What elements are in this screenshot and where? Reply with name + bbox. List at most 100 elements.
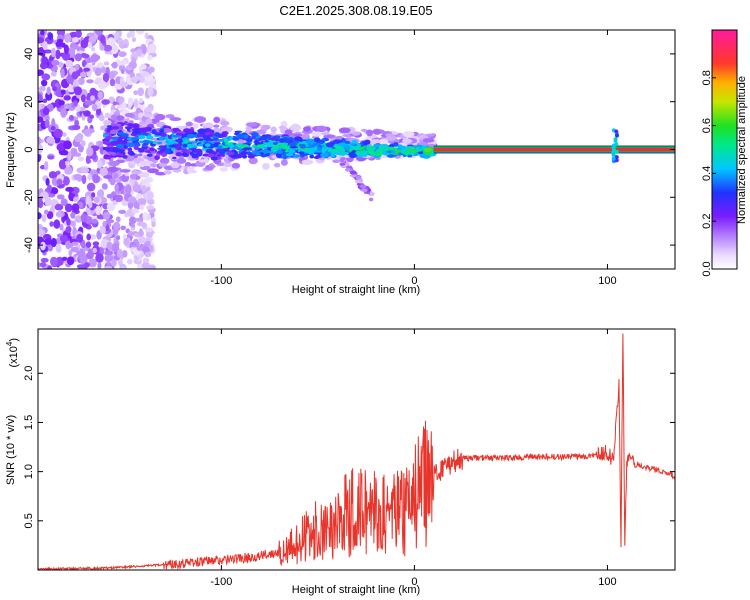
signal-cell bbox=[107, 151, 116, 155]
noise-cell bbox=[80, 94, 86, 103]
signal-cell bbox=[106, 132, 112, 135]
noise-cell bbox=[104, 265, 113, 269]
noise-cell bbox=[38, 85, 46, 92]
noise-cell bbox=[133, 90, 138, 96]
noise-cell bbox=[55, 88, 63, 98]
colorbar-tick-label: 0.6 bbox=[701, 118, 713, 133]
noise-cell bbox=[41, 73, 51, 81]
tail-cell bbox=[368, 197, 374, 202]
signal-cell bbox=[197, 133, 204, 137]
signal-cell bbox=[151, 129, 157, 134]
halo-cell bbox=[231, 162, 241, 169]
noise-cell bbox=[94, 30, 104, 36]
signal-cell bbox=[367, 145, 374, 150]
noise-cell bbox=[38, 212, 42, 220]
signal-cell bbox=[277, 150, 283, 155]
halo-cell bbox=[103, 175, 113, 179]
signal-cell bbox=[412, 145, 417, 148]
noise-cell bbox=[40, 241, 46, 251]
signal-cell bbox=[264, 139, 269, 143]
noise-cell bbox=[129, 173, 137, 180]
noise-cell bbox=[43, 233, 51, 240]
noise-cell bbox=[85, 207, 91, 214]
halo-cell bbox=[219, 167, 229, 172]
noise-cell bbox=[137, 198, 147, 205]
noise-cell bbox=[83, 110, 91, 117]
signal-cell bbox=[154, 133, 163, 136]
noise-cell bbox=[128, 61, 137, 70]
signal-cell bbox=[292, 154, 301, 158]
signal-cell bbox=[111, 136, 119, 140]
noise-cell bbox=[111, 61, 118, 69]
noise-cell bbox=[51, 118, 56, 128]
signal-cell bbox=[168, 144, 178, 148]
spike-cell bbox=[613, 137, 618, 142]
signal-cell bbox=[143, 140, 152, 144]
halo-cell bbox=[147, 168, 159, 174]
noise-cell bbox=[64, 166, 73, 175]
noise-cell bbox=[99, 167, 109, 177]
top-ytick-label: 20 bbox=[23, 96, 35, 108]
halo-cell bbox=[201, 123, 214, 128]
noise-cell bbox=[143, 108, 152, 113]
noise-cell bbox=[59, 234, 69, 243]
signal-cell bbox=[198, 128, 207, 134]
noise-cell bbox=[55, 41, 63, 48]
noise-cell bbox=[47, 155, 55, 160]
noise-cell bbox=[44, 49, 52, 54]
halo-cell bbox=[425, 133, 435, 137]
noise-cell bbox=[96, 189, 105, 198]
halo-cell bbox=[361, 128, 368, 133]
noise-cell bbox=[71, 203, 80, 213]
noise-cell bbox=[64, 33, 72, 43]
halo-cell bbox=[186, 166, 195, 174]
top-ytick-label: 40 bbox=[23, 48, 35, 60]
bottom-ytick-label-group: 2.0 bbox=[23, 366, 35, 381]
noise-cell bbox=[121, 44, 129, 49]
signal-cell bbox=[133, 144, 139, 151]
noise-cell bbox=[81, 60, 87, 68]
noise-cell bbox=[87, 174, 93, 181]
signal-cell bbox=[382, 148, 390, 151]
signal-cell bbox=[191, 144, 197, 148]
colorbar-tick-label: 0.2 bbox=[701, 214, 713, 229]
noise-cell bbox=[137, 236, 147, 244]
noise-cell bbox=[97, 262, 102, 269]
noise-cell bbox=[106, 261, 111, 267]
halo-cell bbox=[102, 119, 112, 125]
bottom-axes-frame bbox=[37, 328, 676, 571]
noise-cell bbox=[138, 230, 144, 237]
signal-cell bbox=[216, 153, 223, 157]
noise-cell bbox=[116, 248, 123, 258]
noise-cell bbox=[62, 176, 70, 186]
halo-cell bbox=[372, 129, 382, 135]
noise-cell bbox=[74, 134, 83, 143]
noise-cell bbox=[53, 219, 61, 229]
signal-cell bbox=[309, 154, 315, 159]
bottom-xtick-label: -100 bbox=[210, 576, 232, 588]
signal-cell bbox=[186, 133, 196, 139]
noise-cell bbox=[43, 209, 49, 215]
noise-cell bbox=[112, 199, 118, 206]
noise-cell bbox=[130, 223, 136, 228]
top-ytick-label-group: 0 bbox=[23, 146, 35, 152]
signal-cell bbox=[320, 152, 329, 158]
signal-cell bbox=[224, 142, 230, 146]
signal-cell bbox=[321, 147, 328, 152]
signal-cell bbox=[388, 144, 395, 148]
noise-cell bbox=[42, 107, 50, 116]
signal-cell bbox=[272, 144, 280, 149]
noise-cell bbox=[141, 71, 151, 78]
noise-cell bbox=[43, 238, 53, 245]
noise-cell bbox=[50, 237, 57, 248]
halo-cell bbox=[402, 131, 415, 138]
noise-cell bbox=[101, 99, 110, 105]
signal-cell bbox=[401, 148, 410, 152]
noise-cell bbox=[71, 36, 79, 43]
halo-cell bbox=[176, 158, 187, 164]
signal-cell bbox=[410, 150, 415, 155]
signal-cell bbox=[316, 146, 323, 152]
top-ytick-label: 0 bbox=[23, 146, 35, 152]
noise-cell bbox=[127, 97, 134, 107]
signal-cell bbox=[214, 132, 221, 137]
